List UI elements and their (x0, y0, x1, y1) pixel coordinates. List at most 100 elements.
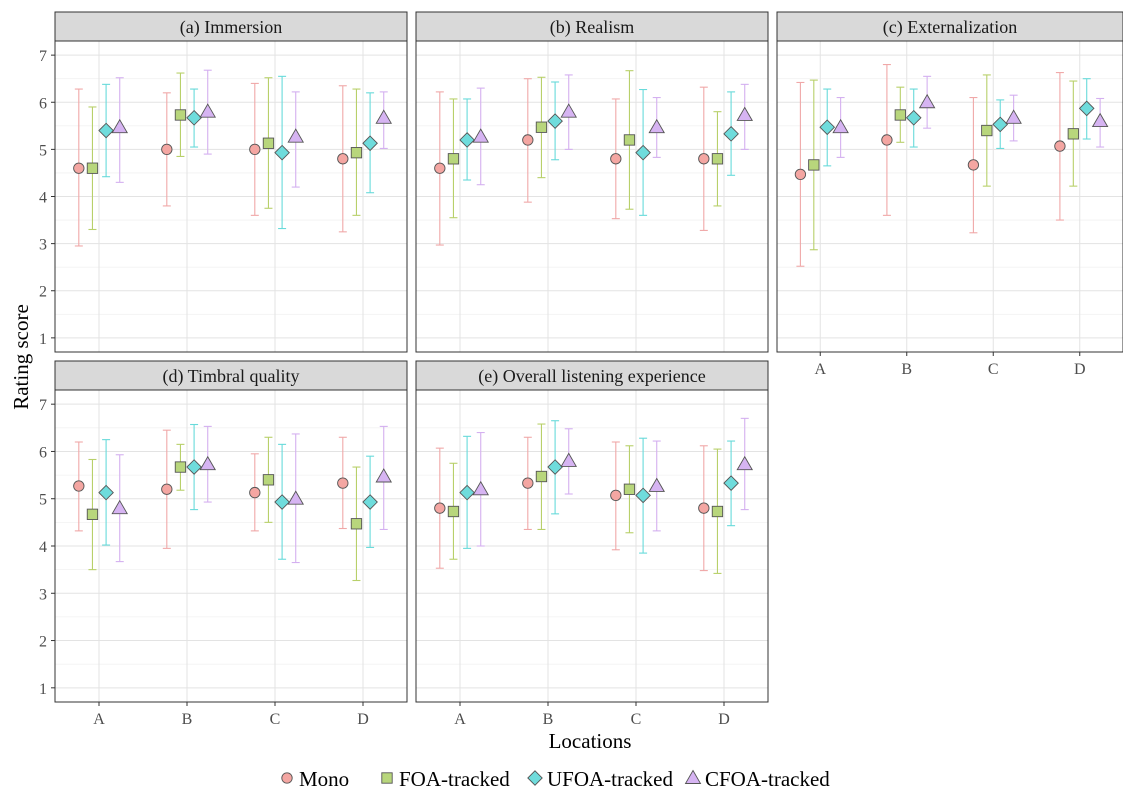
data-point-foa-tracked (535, 470, 548, 483)
data-point-foa-tracked (623, 483, 636, 495)
data-point-ufoa-tracked (635, 144, 651, 161)
x-tick-label: D (1074, 361, 1086, 378)
data-point-ufoa-tracked (98, 122, 114, 139)
legend-key-foa-tracked (381, 772, 393, 784)
data-point-cfoa-tracked (1091, 112, 1109, 128)
data-point-mono (73, 162, 85, 174)
x-tick-label: C (631, 711, 642, 728)
data-point-ufoa-tracked (723, 475, 739, 491)
data-point-ufoa-tracked (547, 113, 563, 129)
data-point-ufoa-tracked (98, 484, 114, 501)
data-point-foa-tracked (447, 505, 460, 518)
data-point-foa-tracked (711, 153, 724, 165)
data-point-mono (161, 483, 173, 495)
data-point-mono (610, 153, 622, 165)
data-point-mono (698, 153, 710, 165)
y-tick-label: 2 (39, 284, 47, 301)
panel-title: (d) Timbral quality (162, 366, 299, 387)
data-point-foa-tracked (535, 121, 548, 133)
data-point-cfoa-tracked (111, 499, 129, 515)
data-point-ufoa-tracked (905, 109, 922, 126)
y-tick-label: 5 (39, 142, 47, 159)
data-point-ufoa-tracked (635, 487, 651, 504)
data-point-cfoa-tracked (111, 118, 129, 134)
data-point-ufoa-tracked (723, 125, 739, 142)
data-point-foa-tracked (174, 109, 187, 121)
data-point-foa-tracked (350, 518, 363, 530)
panel-strip (54, 11, 408, 42)
x-tick-label: B (901, 361, 912, 378)
y-tick-label: 6 (39, 95, 47, 112)
x-tick-label: A (814, 361, 826, 378)
y-tick-label: 6 (39, 444, 47, 461)
data-point-mono (522, 134, 534, 146)
data-point-mono (1054, 140, 1066, 152)
data-point-foa-tracked (894, 109, 906, 121)
data-point-mono (249, 143, 261, 156)
data-point-ufoa-tracked (186, 459, 202, 475)
data-point-ufoa-tracked (362, 135, 378, 152)
data-point-cfoa-tracked (199, 455, 217, 471)
data-point-mono (610, 489, 622, 502)
legend-label: FOA-tracked (399, 767, 510, 791)
data-point-mono (337, 477, 349, 489)
data-point-foa-tracked (86, 162, 99, 174)
data-point-cfoa-tracked (736, 455, 754, 471)
data-point-foa-tracked (447, 153, 460, 165)
data-point-cfoa-tracked (832, 118, 849, 134)
data-point-cfoa-tracked (375, 468, 393, 483)
panel-border (776, 40, 1123, 353)
panel-border (415, 40, 769, 353)
legend-label: Mono (299, 767, 349, 791)
x-tick-label: C (988, 361, 999, 378)
data-point-foa-tracked (711, 505, 724, 518)
data-point-cfoa-tracked (472, 480, 490, 496)
x-tick-label: A (454, 711, 466, 728)
data-point-cfoa-tracked (199, 103, 217, 118)
data-point-foa-tracked (350, 147, 363, 159)
data-point-ufoa-tracked (819, 119, 836, 136)
y-tick-label: 1 (39, 681, 47, 698)
y-tick-label: 1 (39, 331, 47, 348)
x-tick-label: C (270, 711, 281, 728)
panel-title: (e) Overall listening experience (478, 366, 705, 387)
data-point-ufoa-tracked (992, 116, 1009, 133)
data-point-foa-tracked (262, 474, 275, 486)
legend-label: UFOA-tracked (547, 767, 673, 791)
panel-border (54, 389, 408, 703)
data-point-mono (967, 159, 980, 171)
data-point-ufoa-tracked (274, 144, 290, 161)
panel-title: (c) Externalization (883, 17, 1017, 38)
data-point-cfoa-tracked (560, 103, 578, 118)
data-point-ufoa-tracked (547, 459, 563, 475)
data-point-cfoa-tracked (560, 452, 578, 467)
data-point-mono (794, 168, 807, 181)
data-point-ufoa-tracked (274, 494, 290, 510)
data-point-ufoa-tracked (186, 109, 202, 126)
data-point-foa-tracked (981, 124, 993, 137)
panel-title: (b) Realism (550, 17, 634, 38)
data-point-cfoa-tracked (648, 477, 666, 492)
y-tick-label: 5 (39, 492, 47, 509)
x-tick-label: A (93, 711, 105, 728)
data-point-ufoa-tracked (459, 132, 475, 148)
data-point-cfoa-tracked (472, 128, 490, 143)
y-tick-label: 2 (39, 634, 47, 651)
data-point-mono (881, 134, 893, 146)
x-tick-label: B (182, 711, 193, 728)
panel-title: (a) Immersion (180, 17, 282, 38)
data-point-foa-tracked (1067, 128, 1079, 140)
panel-strip (415, 11, 769, 42)
legend-key-mono (281, 772, 293, 784)
data-point-cfoa-tracked (287, 128, 305, 143)
y-axis-title: Rating score (9, 304, 33, 410)
x-axis-title: Locations (549, 729, 632, 753)
data-point-cfoa-tracked (648, 118, 666, 134)
data-point-cfoa-tracked (375, 109, 393, 124)
data-point-mono (249, 486, 261, 499)
data-point-foa-tracked (262, 137, 275, 149)
data-point-foa-tracked (623, 134, 636, 146)
y-tick-label: 4 (39, 539, 47, 556)
